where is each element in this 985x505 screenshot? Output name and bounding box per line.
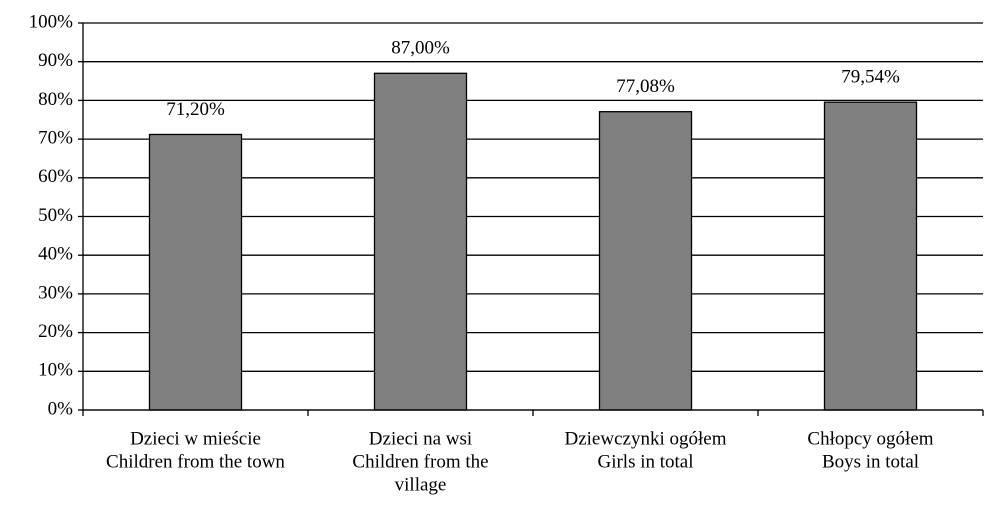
x-tick-label: Girls in total bbox=[597, 451, 693, 472]
x-tick-label: Boys in total bbox=[822, 451, 919, 472]
x-tick-label: village bbox=[395, 474, 447, 495]
y-tick-label: 20% bbox=[38, 321, 73, 342]
value-label: 71,20% bbox=[166, 99, 225, 120]
x-tick-label: Children from the town bbox=[106, 451, 285, 472]
x-tick-label: Dziewczynki ogółem bbox=[565, 428, 727, 449]
y-tick-label: 90% bbox=[38, 50, 73, 71]
x-tick-label: Dzieci na wsi bbox=[369, 428, 472, 449]
bar bbox=[823, 101, 918, 411]
x-tick-label: Chłopcy ogółem bbox=[807, 428, 933, 449]
y-tick-label: 100% bbox=[29, 11, 74, 32]
y-tick-label: 70% bbox=[38, 127, 73, 148]
y-tick-label: 30% bbox=[38, 282, 73, 303]
bar bbox=[598, 111, 693, 411]
y-tick-label: 80% bbox=[38, 89, 73, 110]
value-label: 87,00% bbox=[391, 38, 450, 59]
value-label: 79,54% bbox=[841, 67, 900, 88]
bar bbox=[373, 72, 468, 411]
x-tick-label: Dzieci w mieście bbox=[130, 428, 261, 449]
y-tick-label: 60% bbox=[38, 166, 73, 187]
x-tick-label: Children from the bbox=[352, 451, 488, 472]
y-tick-label: 50% bbox=[38, 205, 73, 226]
y-tick-label: 0% bbox=[48, 398, 74, 419]
bar bbox=[148, 133, 243, 411]
y-tick-label: 40% bbox=[38, 244, 73, 265]
value-label: 77,08% bbox=[616, 76, 675, 97]
y-tick-label: 10% bbox=[38, 360, 73, 381]
